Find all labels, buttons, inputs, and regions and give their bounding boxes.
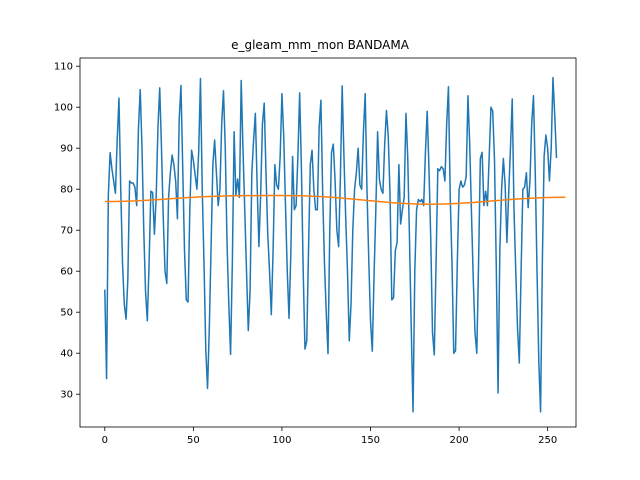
y-axis: 30 40 50 60 70 80 90 100 110 <box>54 62 80 401</box>
x-tick-label: 100 <box>272 435 291 446</box>
chart-title: e_gleam_mm_mon BANDAMA <box>231 38 410 52</box>
y-tick-label: 80 <box>60 185 73 196</box>
x-tick-label: 150 <box>361 435 380 446</box>
y-tick-label: 40 <box>60 349 73 360</box>
y-tick-label: 30 <box>60 390 73 401</box>
y-tick-label: 90 <box>60 144 73 155</box>
x-tick-label: 200 <box>450 435 469 446</box>
series-line-1 <box>104 76 558 413</box>
series-layer <box>104 76 566 413</box>
plot-frame <box>79 57 577 428</box>
y-tick-label: 60 <box>60 267 73 278</box>
x-axis: 0 50 100 150 200 250 <box>102 427 557 446</box>
y-tick-label: 50 <box>60 308 73 319</box>
y-tick-label: 70 <box>60 226 73 237</box>
x-tick-label: 0 <box>102 435 108 446</box>
x-tick-label: 250 <box>538 435 557 446</box>
y-tick-label: 100 <box>54 103 73 114</box>
plot-area <box>80 58 576 427</box>
series-line-2 <box>104 194 566 205</box>
x-tick-label: 50 <box>187 435 200 446</box>
y-tick-label: 110 <box>54 62 73 73</box>
